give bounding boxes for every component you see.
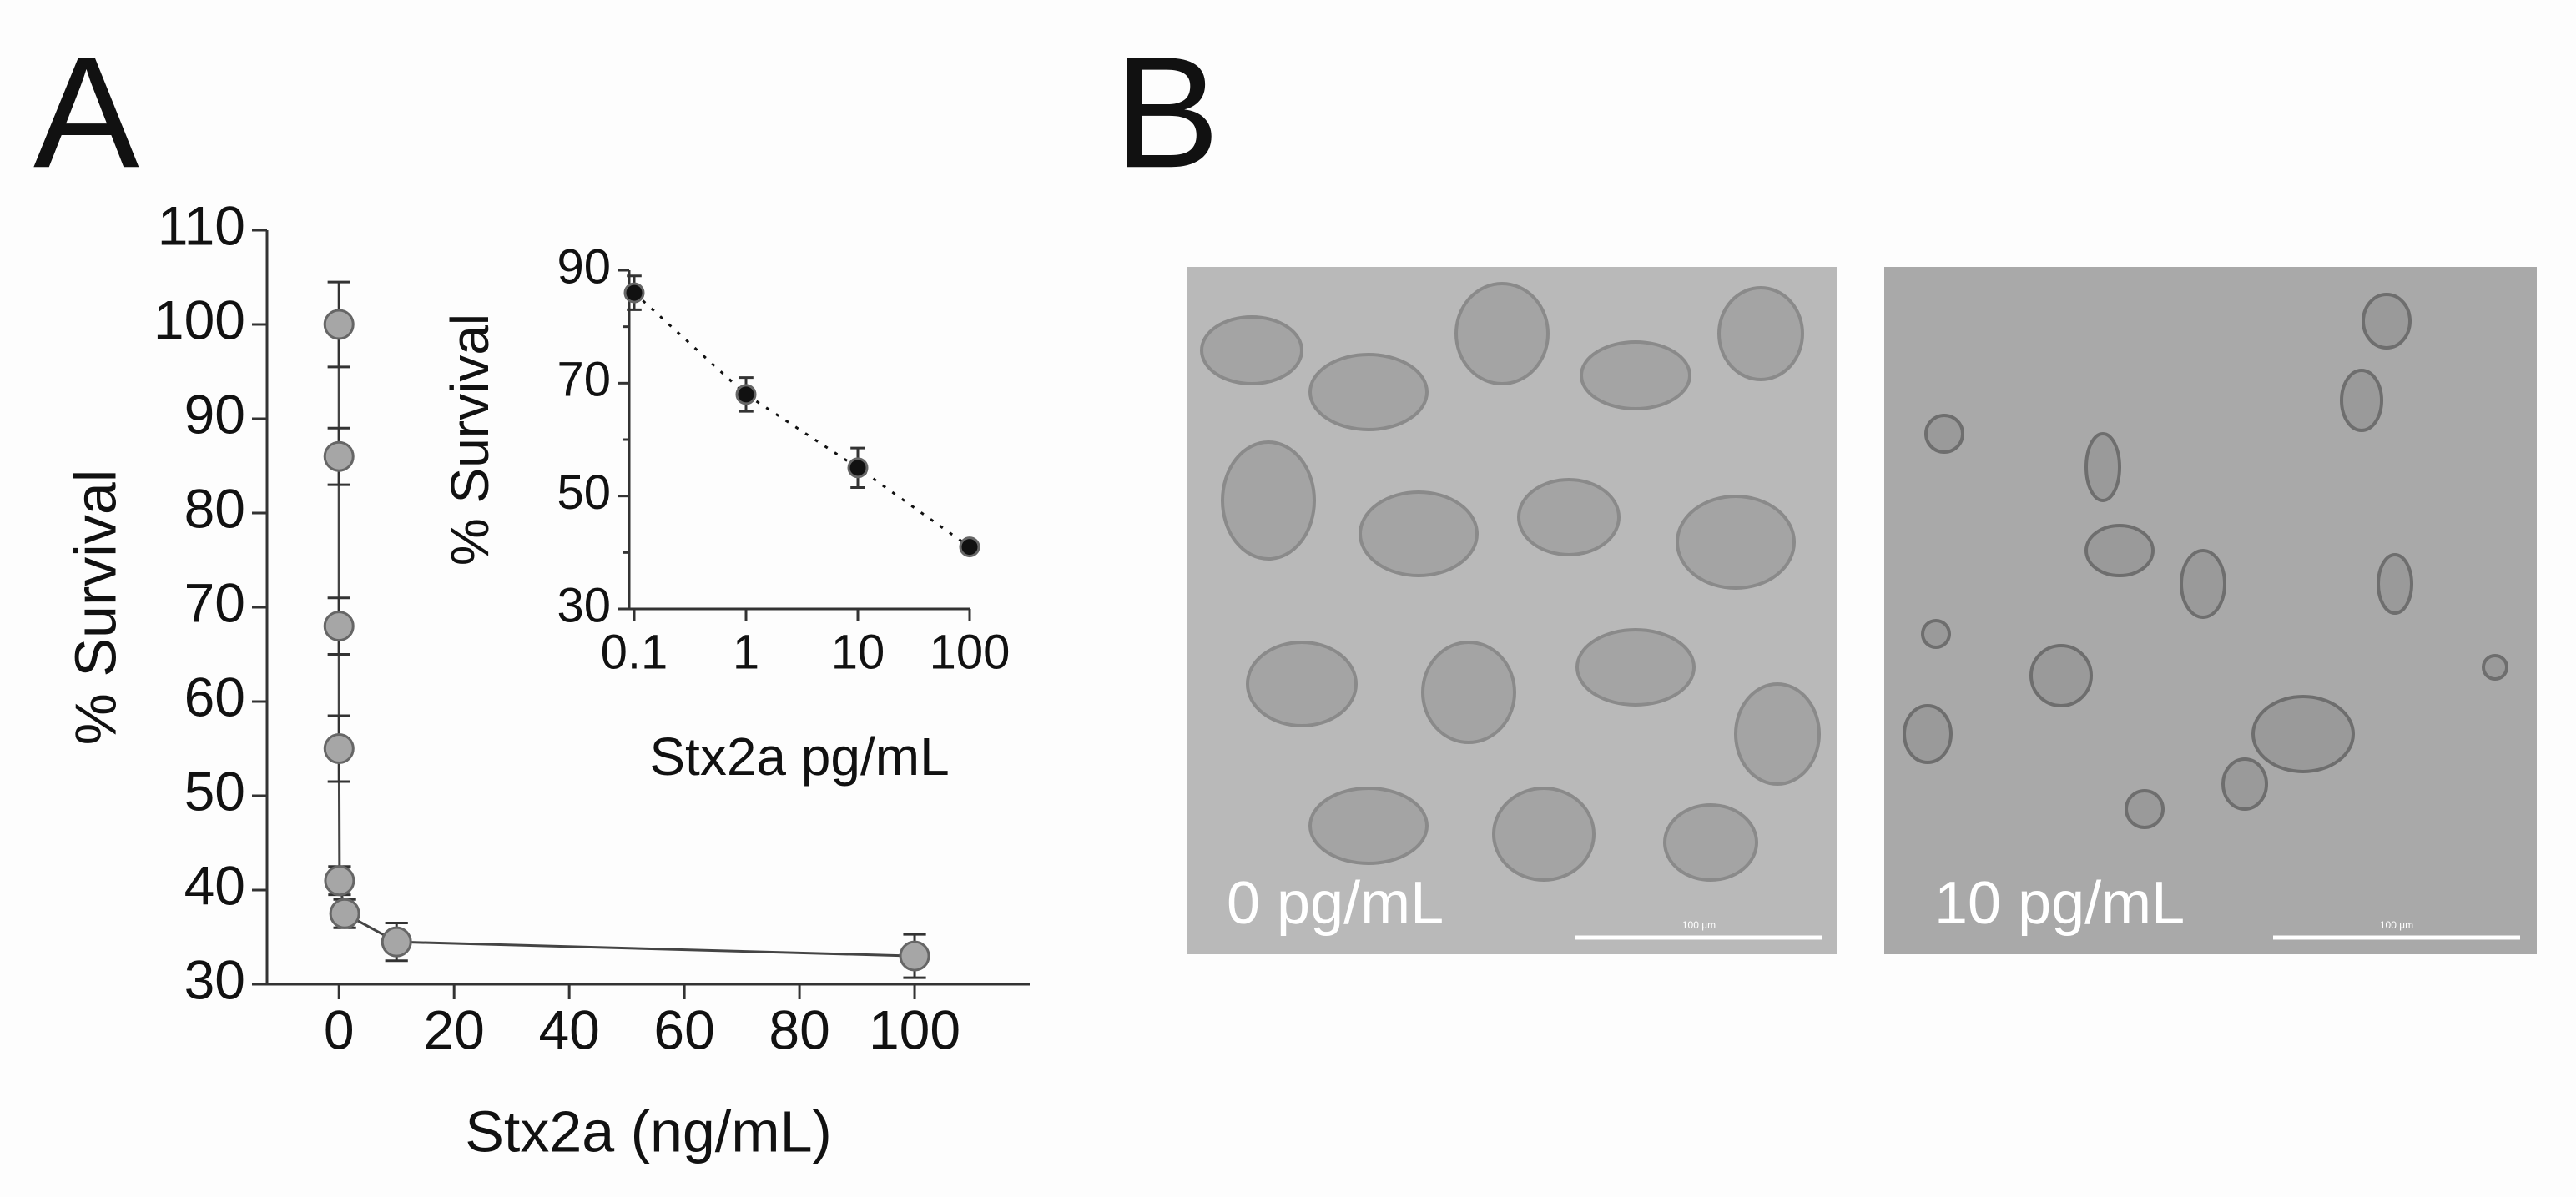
x-tick-label: 0.1 xyxy=(601,625,668,679)
x-tick-label: 100 xyxy=(930,625,1011,679)
x-tick-label: 20 xyxy=(423,998,484,1060)
image-label: 10 pg/mL xyxy=(1934,870,2185,937)
panel-letter: B xyxy=(1114,24,1220,201)
cells xyxy=(1903,293,2508,829)
data-point xyxy=(899,940,930,972)
x-tick-label: 1 xyxy=(733,625,759,679)
x-tick-label: 40 xyxy=(538,998,599,1060)
y-tick-label: 30 xyxy=(184,948,245,1010)
y-tick-label: 90 xyxy=(184,383,245,445)
y-tick-label: 30 xyxy=(557,578,611,632)
y-tick-label: 50 xyxy=(557,465,611,520)
x-axis-label: Stx2a pg/mL xyxy=(649,727,949,787)
data-point xyxy=(329,898,360,929)
y-tick-label: 50 xyxy=(184,760,245,822)
data-point xyxy=(623,282,645,304)
data-point xyxy=(735,384,757,405)
x-axis-label: Stx2a (ng/mL) xyxy=(465,1099,832,1164)
micrograph: 10 pg/mL 100 µm xyxy=(1884,267,2537,954)
x-tick-label: 10 xyxy=(831,625,885,679)
scale-bar-label: 100 µm xyxy=(1682,919,1716,931)
y-tick-label: 80 xyxy=(184,477,245,539)
panel-letter: A xyxy=(33,24,139,201)
data-point xyxy=(323,309,355,340)
data-point xyxy=(381,926,412,958)
x-tick-label: 100 xyxy=(869,998,960,1060)
x-tick-label: 0 xyxy=(324,998,355,1060)
data-point xyxy=(323,733,355,764)
y-tick-label: 90 xyxy=(557,239,611,294)
data-point xyxy=(323,611,355,642)
data-point xyxy=(959,536,980,558)
y-tick-label: 40 xyxy=(184,854,245,916)
data-point xyxy=(847,457,869,479)
y-tick-label: 70 xyxy=(557,353,611,407)
image-label: 0 pg/mL xyxy=(1227,870,1444,937)
data-line xyxy=(633,291,970,548)
data-point xyxy=(323,440,355,472)
y-tick-label: 60 xyxy=(184,666,245,727)
y-axis-label: % Survival xyxy=(440,314,500,566)
scale-bar-label: 100 µm xyxy=(2380,919,2413,931)
y-tick-label: 110 xyxy=(158,194,245,256)
micrograph: 0 pg/mL 100 µm xyxy=(1187,267,1837,954)
x-tick-label: 80 xyxy=(769,998,829,1060)
x-tick-label: 60 xyxy=(653,998,714,1060)
y-tick-label: 70 xyxy=(184,571,245,633)
y-axis-label: % Survival xyxy=(63,470,128,746)
y-tick-label: 100 xyxy=(154,289,245,350)
cells xyxy=(1200,282,1821,882)
data-point xyxy=(324,865,355,897)
